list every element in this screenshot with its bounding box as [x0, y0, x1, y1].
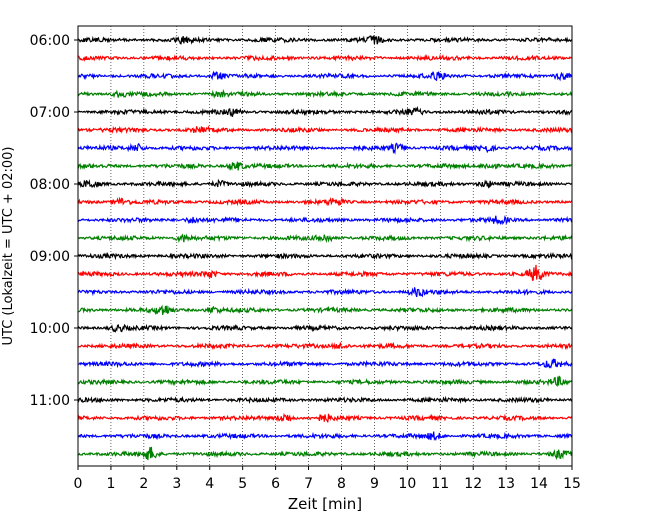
- trace-line: [77, 446, 573, 461]
- x-tick-label: 3: [172, 476, 181, 492]
- grid-lines: [110, 26, 540, 466]
- x-axis-label: Zeit [min]: [288, 495, 362, 513]
- y-axis: 06:00 07:00 08:00 09:00 10:00 11:00: [30, 33, 78, 409]
- x-tick-label: 0: [74, 476, 83, 492]
- trace-line: [77, 287, 573, 298]
- x-tick-label: 7: [304, 476, 313, 492]
- trace-line: [77, 161, 573, 171]
- y-tick-label: 09:00: [30, 249, 70, 265]
- x-tick-label: 1: [106, 476, 115, 492]
- x-tick-label: 9: [370, 476, 379, 492]
- trace-line: [77, 233, 573, 244]
- x-tick-label: 15: [563, 476, 581, 492]
- y-tick-label: 07:00: [30, 105, 70, 121]
- x-tick-label: 14: [530, 476, 548, 492]
- trace-line: [77, 264, 573, 281]
- y-axis-label: UTC (Lokalzeit = UTC + 02:00): [1, 147, 16, 346]
- trace-line: [77, 412, 573, 423]
- x-tick-label: 10: [398, 476, 416, 492]
- x-tick-label: 4: [205, 476, 214, 492]
- trace-line: [77, 70, 573, 82]
- y-tick-label: 06:00: [30, 33, 70, 49]
- trace-line: [77, 323, 573, 333]
- x-axis: 0 1 2 3 4 5 6 7 8 9 10 11 12 13 14 15: [74, 466, 581, 492]
- plot-frame: [77, 25, 573, 467]
- trace-line: [77, 431, 573, 441]
- trace-line: [77, 304, 573, 316]
- x-tick-label: 6: [271, 476, 280, 492]
- x-tick-label: 5: [238, 476, 247, 492]
- trace-line: [77, 35, 573, 45]
- trace-group: [77, 35, 573, 461]
- y-tick-label: 11:00: [30, 393, 70, 409]
- trace-line: [77, 88, 573, 99]
- trace-line: [77, 341, 573, 351]
- trace-line: [77, 105, 573, 118]
- y-tick-label: 10:00: [30, 321, 70, 337]
- x-tick-label: 11: [431, 476, 449, 492]
- trace-line: [77, 395, 573, 404]
- trace-line: [77, 375, 573, 387]
- x-tick-label: 2: [139, 476, 148, 492]
- trace-line: [77, 142, 573, 155]
- trace-line: [77, 125, 573, 134]
- trace-line: [77, 215, 573, 226]
- trace-line: [77, 358, 573, 369]
- trace-line: [77, 251, 573, 261]
- x-tick-label: 8: [337, 476, 346, 492]
- x-tick-label: 13: [497, 476, 515, 492]
- y-tick-label: 08:00: [30, 177, 70, 193]
- trace-line: [77, 178, 573, 189]
- trace-line: [77, 53, 573, 62]
- x-tick-label: 12: [464, 476, 482, 492]
- trace-line: [77, 196, 573, 207]
